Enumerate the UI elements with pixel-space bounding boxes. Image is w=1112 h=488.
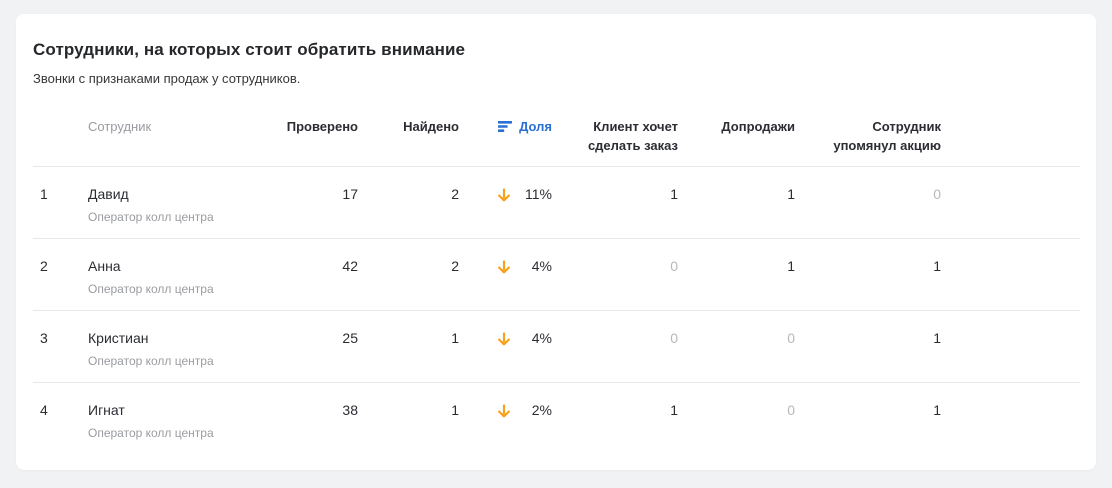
share-cell: 11% — [459, 186, 552, 203]
checked-value: 42 — [342, 258, 358, 274]
sort-descending-icon — [498, 120, 513, 133]
promo-value: 1 — [933, 402, 941, 418]
arrow-down-icon — [496, 259, 512, 275]
found-value: 2 — [451, 186, 459, 202]
arrow-down-icon — [496, 331, 512, 347]
column-header-share[interactable]: Доля — [459, 117, 552, 136]
attention-employees-card: Сотрудники, на которых стоит обратить вн… — [16, 14, 1096, 470]
row-index: 2 — [40, 258, 48, 274]
share-value: 4% — [531, 258, 552, 274]
found-value: 1 — [451, 330, 459, 346]
employee-cell: Кристиан Оператор колл центра — [88, 330, 248, 368]
share-value: 2% — [531, 402, 552, 418]
client-order-value: 0 — [670, 330, 678, 346]
share-cell: 2% — [459, 402, 552, 419]
employee-role: Оператор колл центра — [88, 426, 214, 440]
client-order-value: 1 — [670, 186, 678, 202]
card-title: Сотрудники, на которых стоит обратить вн… — [33, 40, 466, 59]
table-row[interactable]: 4 Игнат Оператор колл центра 38 1 2% 1 0… — [33, 383, 1080, 455]
employee-role: Оператор колл центра — [88, 354, 214, 368]
employee-name: Давид — [88, 186, 129, 202]
column-header-checked[interactable]: Проверено — [286, 119, 358, 134]
table-row[interactable]: 2 Анна Оператор колл центра 42 2 4% 0 1 … — [33, 239, 1080, 311]
upsell-value: 1 — [787, 186, 795, 202]
found-value: 1 — [451, 402, 459, 418]
table-header-row: Сотрудник Проверено Найдено Доля Клиент … — [33, 97, 1080, 167]
promo-value: 0 — [933, 186, 941, 202]
share-cell: 4% — [459, 258, 552, 275]
column-header-employee[interactable]: Сотрудник — [88, 119, 152, 134]
client-order-value: 1 — [670, 402, 678, 418]
employee-cell: Анна Оператор колл центра — [88, 258, 248, 296]
employee-role: Оператор колл центра — [88, 282, 214, 296]
promo-value: 1 — [933, 330, 941, 346]
column-header-promo[interactable]: Сотрудник упомянул акцию — [833, 119, 941, 153]
client-order-value: 0 — [670, 258, 678, 274]
employee-name: Анна — [88, 258, 121, 274]
employee-cell: Игнат Оператор колл центра — [88, 402, 248, 440]
table-body: 1 Давид Оператор колл центра 17 2 11% 1 … — [33, 167, 1080, 455]
upsell-value: 1 — [787, 258, 795, 274]
upsell-value: 0 — [787, 402, 795, 418]
arrow-down-icon — [496, 403, 512, 419]
table-row[interactable]: 1 Давид Оператор колл центра 17 2 11% 1 … — [33, 167, 1080, 239]
row-index: 4 — [40, 402, 48, 418]
arrow-down-icon — [496, 187, 512, 203]
column-header-upsell[interactable]: Допродажи — [721, 119, 795, 134]
share-value: 4% — [531, 330, 552, 346]
share-value: 11% — [525, 186, 552, 202]
table-row[interactable]: 3 Кристиан Оператор колл центра 25 1 4% … — [33, 311, 1080, 383]
checked-value: 17 — [342, 186, 358, 202]
column-header-client-order[interactable]: Клиент хочет сделать заказ — [587, 119, 678, 153]
row-index: 1 — [40, 186, 48, 202]
employee-name: Игнат — [88, 402, 125, 418]
card-subtitle: Звонки с признаками продаж у сотрудников… — [33, 71, 301, 86]
employees-table: Сотрудник Проверено Найдено Доля Клиент … — [33, 97, 1080, 455]
row-index: 3 — [40, 330, 48, 346]
column-header-found[interactable]: Найдено — [403, 119, 459, 134]
employee-cell: Давид Оператор колл центра — [88, 186, 248, 224]
found-value: 2 — [451, 258, 459, 274]
employee-role: Оператор колл центра — [88, 210, 214, 224]
employee-name: Кристиан — [88, 330, 149, 346]
promo-value: 1 — [933, 258, 941, 274]
checked-value: 25 — [342, 330, 358, 346]
share-cell: 4% — [459, 330, 552, 347]
checked-value: 38 — [342, 402, 358, 418]
upsell-value: 0 — [787, 330, 795, 346]
